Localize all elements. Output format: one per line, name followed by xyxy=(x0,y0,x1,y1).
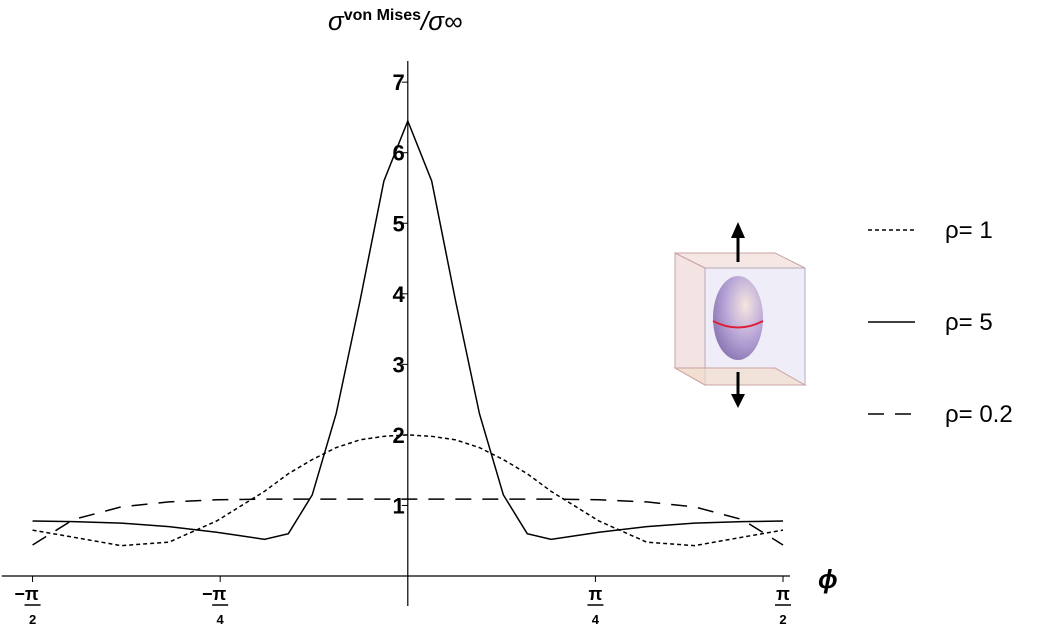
y-tick-label: 5 xyxy=(393,211,405,236)
legend-label: ρ= 5 xyxy=(945,309,993,336)
y-tick-label: 7 xyxy=(393,70,405,95)
inset-icon xyxy=(673,222,807,408)
legend-label: ρ= 0.2 xyxy=(945,401,1013,428)
x-tick-label: −π 2 xyxy=(14,584,39,627)
y-axis-title: σvon Mises/σ∞ xyxy=(328,6,462,36)
x-axis-title: ϕ xyxy=(818,564,838,594)
y-axis-title-part: /σ∞ xyxy=(419,6,462,36)
y-tick-label: 1 xyxy=(393,493,405,518)
y-axis-title-part: σ xyxy=(328,6,345,36)
legend-label: ρ= 1 xyxy=(945,217,993,244)
x-tick-label: −π 4 xyxy=(202,584,227,627)
y-tick-label: 6 xyxy=(393,141,405,166)
series-line xyxy=(32,498,784,546)
y-axis-title-part: von Mises xyxy=(344,7,421,24)
series-line xyxy=(32,118,784,541)
y-tick-label: 4 xyxy=(393,282,406,307)
y-tick-label: 3 xyxy=(393,352,405,377)
